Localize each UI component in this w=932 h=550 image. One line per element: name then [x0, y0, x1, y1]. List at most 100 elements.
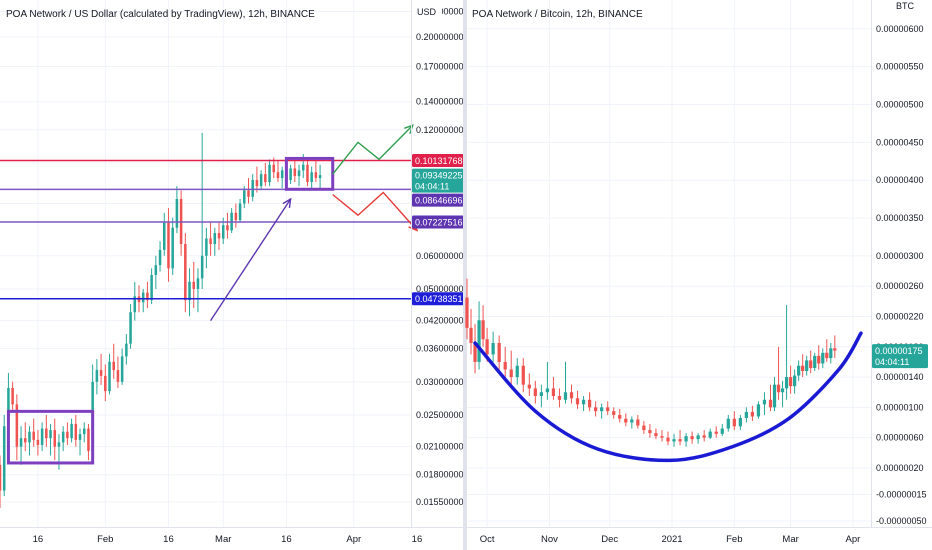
l-candle-body-66 [276, 172, 280, 179]
r-x-tick-0: Oct [480, 534, 495, 545]
r-y-tick-13: 0.00000020 [876, 463, 924, 473]
r-candle-body-39 [690, 436, 694, 440]
l-candle-body-64 [268, 164, 271, 183]
r-candle-body-38 [684, 436, 688, 442]
l-candle-body-31 [129, 312, 132, 344]
r-candle-body-49 [750, 411, 755, 417]
l-candle-body-4 [15, 404, 19, 447]
r-candle-body-32 [648, 430, 652, 434]
r-y-tick-4: 0.00000400 [876, 175, 924, 185]
l-candle-body-40 [167, 222, 170, 269]
left-currency-badge-bg [414, 4, 442, 20]
r-x-tick-5: Mar [782, 534, 798, 545]
l-price-tag-value-1: 0.09349225 [415, 171, 463, 181]
r-y-tick-11: 0.00000100 [876, 402, 924, 412]
r-y-tick-7: 0.00000260 [876, 281, 924, 291]
r-candle-body-51 [762, 399, 767, 405]
l-candle-body-28 [116, 370, 120, 382]
l-candle-body-17 [70, 423, 73, 439]
l-candle-body-56 [234, 212, 238, 221]
r-x-tick-3: 2021 [661, 534, 682, 545]
l-candle-body-15 [61, 431, 65, 443]
trend-arrow-1 [332, 124, 414, 175]
l-x-tick-1: Feb [97, 534, 113, 545]
r-candle-body-27 [618, 414, 622, 419]
l-y-tick-10: 0.03600000 [416, 344, 464, 354]
r-candle-body-8 [503, 361, 507, 370]
l-candle-body-10 [40, 428, 44, 445]
l-x-tick-2: 16 [163, 534, 174, 545]
l-candle-body-18 [74, 423, 78, 440]
right-currency-badge[interactable]: BTC [896, 1, 915, 11]
r-price-tag-bg-0 [872, 344, 928, 369]
l-candle-body-37 [154, 265, 158, 275]
trend-arrow-2 [332, 191, 418, 231]
r-candle-body-54 [776, 384, 781, 393]
r-candle-body-44 [720, 428, 724, 434]
r-candle-body-48 [744, 411, 749, 418]
left-currency-badge[interactable]: USD [417, 7, 437, 17]
r-y-tick-10: 0.00000140 [876, 372, 924, 382]
l-candle-body-7 [28, 431, 31, 443]
r-candle-body-62 [809, 360, 813, 368]
pane-separator[interactable] [463, 0, 467, 550]
r-x-tick-2: Dec [601, 534, 618, 545]
l-price-tag-bg-2 [412, 193, 464, 207]
r-candle-body-1 [469, 327, 473, 344]
l-candle-body-65 [272, 164, 276, 173]
l-candle-body-54 [226, 225, 229, 231]
l-price-tag-bg-4 [412, 292, 464, 306]
left-gridlines [0, 0, 411, 527]
l-price-tag-value-0: 0.10131768 [415, 156, 463, 166]
l-candle-body-25 [104, 375, 107, 392]
r-candle-body-68 [833, 348, 837, 351]
r-y-tick-5: 0.00000350 [876, 213, 924, 223]
l-candle-body-73 [306, 164, 309, 183]
l-x-tick-4: 16 [281, 534, 292, 545]
l-x-tick-0: 16 [33, 534, 44, 545]
r-candle-body-7 [497, 343, 501, 362]
right-chart[interactable]: Oct Nov Dec 2021 Feb Mar Apr 0.000006000.00000… [465, 0, 928, 545]
l-candle-body-44 [184, 244, 187, 301]
r-candle-body-33 [654, 433, 658, 437]
l-price-tag-value-4: 0.04738351 [415, 294, 463, 304]
trend-arrow-0 [210, 198, 292, 322]
r-y-tick-2: 0.00000500 [876, 99, 924, 109]
l-candle-body-61 [255, 180, 259, 187]
r-candle-body-3 [477, 320, 481, 362]
r-candle-body-12 [527, 384, 531, 389]
right-drawings [473, 331, 863, 463]
r-candle-body-2 [473, 343, 477, 362]
r-candle-body-53 [772, 384, 777, 408]
l-candle-body-76 [318, 175, 322, 179]
r-candle-body-66 [825, 352, 829, 359]
r-candle-body-11 [521, 365, 525, 385]
r-candle-body-47 [738, 417, 742, 427]
l-x-tick-5: Apr [346, 534, 361, 545]
r-candle-body-59 [797, 365, 801, 376]
r-candle-body-15 [545, 388, 550, 393]
r-candle-body-31 [642, 425, 646, 431]
r-candle-body-28 [624, 418, 628, 423]
l-y-tick-3: 0.14000000 [416, 97, 464, 107]
l-candle-body-59 [247, 190, 250, 197]
l-candle-body-69 [289, 168, 292, 181]
left-candles [0, 132, 322, 508]
r-candle-body-50 [756, 404, 761, 417]
r-candle-body-23 [594, 407, 598, 412]
r-y-tick-15: -0.00000050 [876, 516, 927, 526]
r-candle-body-42 [708, 431, 712, 438]
l-candle-body-26 [108, 361, 111, 392]
l-candle-body-21 [87, 428, 90, 452]
l-candle-body-48 [200, 255, 204, 279]
l-y-tick-4: 0.12000000 [416, 125, 464, 135]
l-candle-body-0 [0, 464, 2, 491]
l-price-tag-value-2: 0.08646696 [415, 196, 463, 206]
l-price-tag-bg-3 [412, 215, 464, 229]
left-chart-title: POA Network / US Dollar (calculated by T… [6, 9, 315, 20]
r-candle-body-43 [714, 431, 718, 434]
left-x-ticks: 16 Feb 16 Mar 16 Apr 16 [33, 534, 423, 545]
r-y-tick-3: 0.00000450 [876, 137, 924, 147]
r-candle-body-9 [509, 369, 513, 378]
